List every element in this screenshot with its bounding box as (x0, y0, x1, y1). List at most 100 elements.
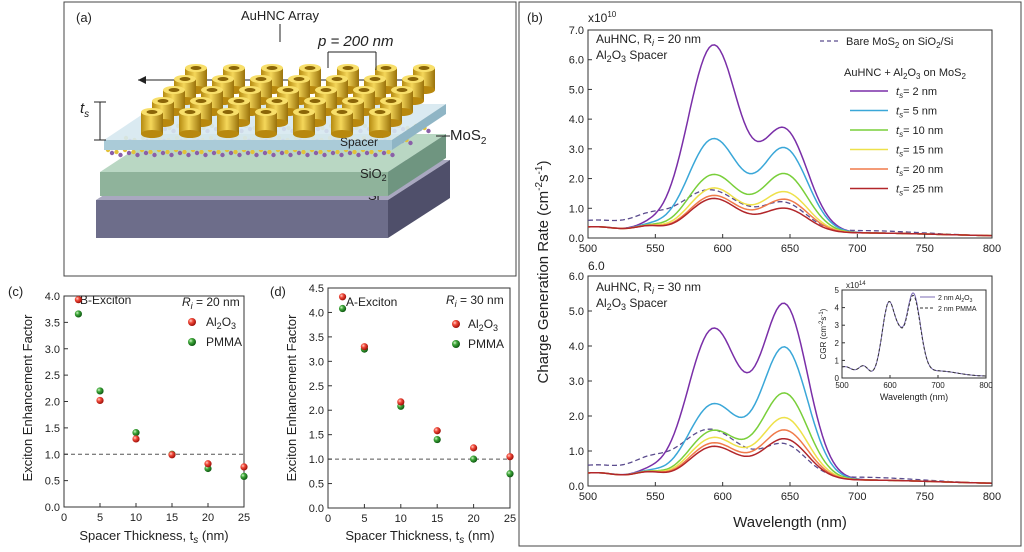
y-tick-label: 2.0 (45, 397, 60, 409)
legend-series: ts= 2 nm ts= 5 nm ts= 10 nm ts= 15 nm ts= 20… (850, 86, 943, 198)
inset-y-tick-label: 3 (835, 321, 840, 330)
y-tick-label: 3.0 (569, 144, 584, 156)
ts-label: ts (80, 100, 89, 120)
cylinder-hole (266, 66, 278, 70)
y-tick-label: 1.5 (45, 423, 60, 435)
y-tick-label: 2.5 (45, 370, 60, 382)
x-tick-label: 800 (983, 491, 1001, 503)
x-tick-label: 500 (579, 491, 597, 503)
y-tick-label: 1.0 (569, 446, 584, 458)
cylinder-hole (157, 99, 169, 103)
d-radius-label: Ri = 30 nm (446, 293, 504, 309)
x-tick-label: 700 (848, 243, 866, 255)
cylinder-body (369, 112, 391, 134)
cylinder-hole (228, 66, 240, 70)
pmma-point (240, 472, 248, 481)
panel-c-label: (c) (8, 284, 23, 299)
cylinder-body (255, 112, 277, 134)
top-scale-label: x1010 (588, 10, 617, 25)
period-label: p = 200 nm (317, 33, 393, 50)
legend-label-4: ts= 20 nm (896, 164, 943, 178)
panel-d-label: (d) (270, 284, 286, 299)
pmma-point (506, 470, 514, 478)
pmma-point (74, 310, 82, 318)
cylinder-hole (168, 88, 180, 92)
x-tick-label: 500 (579, 243, 597, 255)
y-tick-label: 2.0 (569, 174, 584, 186)
mos2-atom-s (233, 149, 238, 155)
mos2-atom-mo (347, 150, 353, 156)
cylinder-base (255, 130, 277, 138)
series-curve-4 (587, 194, 992, 237)
legend-label-5: ts= 25 nm (896, 184, 943, 198)
cylinder-body (179, 112, 201, 134)
inset-x-tick-label: 600 (883, 381, 897, 390)
mos2-atom-mo (245, 150, 251, 156)
mos2-atom-mo (126, 150, 132, 156)
al2o3-point (96, 396, 104, 405)
c-legend-pmma: PMMA (206, 335, 242, 349)
series-curve-5 (587, 437, 993, 484)
legend-label-2: ts= 10 nm (896, 125, 943, 139)
pmma-point (470, 455, 478, 463)
cylinder-base (331, 130, 353, 138)
c-legend-pmma-marker (188, 338, 196, 346)
inset-legend2: 2 nm PMMA (938, 306, 977, 313)
cylinder-hole (195, 99, 207, 103)
cylinder-base (141, 130, 163, 138)
y-tick-label: 3.5 (309, 332, 324, 344)
y-tick-label: 1.0 (309, 454, 324, 466)
cylinder-hole (347, 99, 359, 103)
cylinder-hole (184, 110, 196, 114)
y-tick-label: 2.0 (309, 405, 324, 417)
inset-ylabel: CGR (cm-2s-1) (819, 308, 828, 359)
c-legend-al-marker (188, 318, 196, 326)
cylinder-hole (304, 66, 316, 70)
cylinder-hole (233, 99, 245, 103)
si-side (388, 160, 450, 238)
al2o3-point (506, 453, 514, 461)
mos2-atom-s (165, 149, 170, 155)
panel-a-frame (63, 1, 517, 277)
mos2-atom-s (114, 149, 119, 155)
cylinder-hole (374, 110, 386, 114)
mos2-atom-mo (390, 152, 395, 158)
y-tick-label: 4.0 (569, 341, 584, 353)
cylinder-hole (309, 99, 321, 103)
y-tick-label: 4.5 (309, 283, 324, 295)
pmma-point (96, 387, 104, 395)
y-tick-label: 3.0 (569, 376, 584, 388)
cylinder-hole (380, 66, 392, 70)
y-tick-label: 3.0 (309, 356, 324, 368)
x-tick-label: 600 (713, 491, 731, 503)
mos2-atom-mo (426, 128, 431, 134)
bottom-scale-label: 6.0 (588, 259, 605, 273)
cylinder-hole (320, 88, 332, 92)
d-plot: 0 5 10 15 20 25 0.0 0.5 1.0 1.5 2.0 2.5 3.0 3.5 4.0 4.5 (309, 283, 516, 525)
al2o3-point (74, 296, 82, 304)
cylinder-base (369, 130, 391, 138)
spacer-label: Spacer (340, 135, 378, 149)
x-tick-label: 20 (467, 513, 479, 525)
x-tick-label: 650 (781, 491, 799, 503)
al2o3-point (240, 463, 248, 471)
mos2-atom-s (284, 149, 289, 155)
al2o3-point (132, 435, 140, 443)
cylinder-hole (396, 88, 408, 92)
x-tick-label: 10 (130, 512, 142, 524)
cylinder-body (331, 112, 353, 134)
pmma-point (132, 429, 140, 437)
mos2-atom-mo (143, 150, 149, 156)
y-tick-label: 0.0 (569, 481, 584, 493)
cylinder-hole (418, 66, 430, 70)
c-plot: 0 5 10 15 20 25 0.0 0.5 1.0 1.5 2.0 2.5 3.0 3.5 4.0 (45, 291, 250, 524)
y-tick-label: 0.5 (309, 479, 324, 491)
mos2-atom-mo (186, 152, 191, 158)
spacer-front (104, 140, 392, 150)
inset-y-tick-label: 0 (835, 374, 840, 383)
b-top-label1: AuHNC, Ri = 20 nm (596, 32, 701, 48)
cylinder-hole (255, 77, 267, 81)
y-tick-label: 0.0 (45, 502, 60, 514)
sio2-label: SiO2 (360, 166, 387, 183)
